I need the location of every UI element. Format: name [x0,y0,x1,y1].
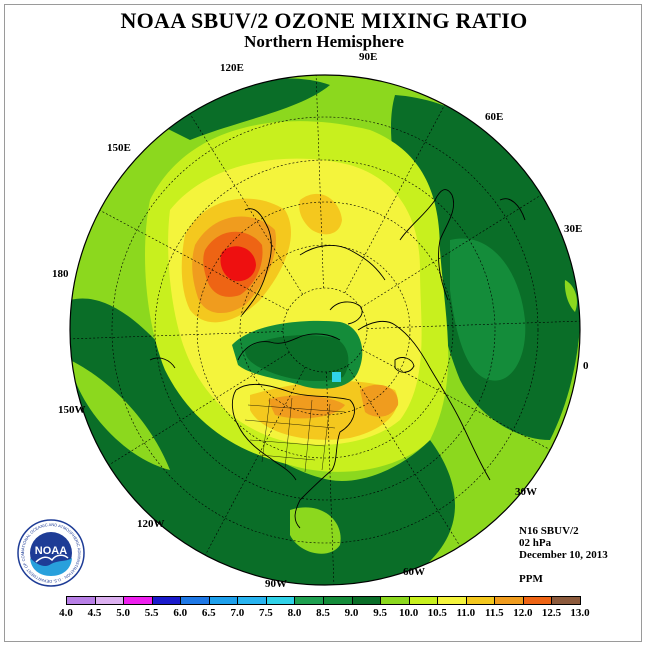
meridian-line [347,365,461,547]
lon-label-90w: 90W [265,578,287,590]
colorbar-tick-label: 8.0 [287,607,302,619]
meridian-line [361,349,551,450]
field-southwest-light [70,360,170,470]
lon-label-60e: 60E [485,111,504,123]
meridian-line [189,113,303,295]
map-title: NOAA SBUV/2 OZONE MIXING RATIO [120,8,528,33]
lon-label-120w: 120W [137,518,165,530]
map-subtitle: Northern Hemisphere [244,32,404,51]
colorbar-tick-label: 11.5 [485,607,504,619]
colorbar-tick-label: 4.0 [59,607,73,619]
colorbar-swatch [494,596,524,605]
colorbar-tick-label: 10.5 [427,607,447,619]
colorbar-tick-label: 9.0 [344,607,359,619]
meridian-line [326,371,335,585]
colorbar-tick-label: 5.0 [116,607,130,619]
meridian-line [70,331,284,340]
lon-label-120e: 120E [220,62,244,74]
level-label: 02 hPa [519,537,552,549]
colorbar-swatch [323,596,353,605]
colorbar-tick-label: 7.0 [230,607,245,619]
field-7.5-spot [332,372,341,382]
colorbar-swatch [465,596,496,605]
colorbar-tick-label: 13.0 [570,607,590,619]
colorbar-tick-label: 12.5 [541,607,562,619]
field-11.0-north [299,193,342,235]
lon-label-90e: 90E [359,51,378,63]
field-edge-light [564,280,577,312]
colorbar-swatch [180,596,210,605]
colorbar-tick-label: 10.0 [399,607,419,619]
colorbar-swatch [151,596,182,605]
colorbar-swatch-top [551,596,581,605]
colorbar-tick-label: 8.5 [316,607,330,619]
instrument-label: N16 SBUV/2 [519,525,579,537]
noaa-logo: NOAA NATIONAL OCEANIC AND ATMOSPHERIC AD… [16,518,85,587]
field-9.0 [245,335,349,382]
colorbar-swatch [351,596,382,605]
lon-label-150w: 150W [58,404,86,416]
meridian-line [108,352,290,466]
meridian-line [315,75,324,289]
field-bottom-light [290,507,341,554]
lon-label-0: 0 [583,360,589,372]
field-east-mid [450,238,526,381]
colorbar-tick-label: 12.0 [513,607,533,619]
coastlines [149,189,526,529]
colorbar-swatch [265,596,296,605]
colorbar-swatch [294,596,324,605]
date-label: December 10, 2013 [519,549,608,561]
meridian-line [344,104,445,294]
meridian-line [205,366,306,556]
meridian-lines [70,75,580,585]
noaa-logo-text: NOAA [35,545,67,557]
us-state-grid [244,397,346,473]
field-11.5-continent [268,395,345,419]
colorbar-swatch [237,596,267,605]
globe-outline [69,74,581,586]
colorbar-tick-label: 5.5 [144,607,159,619]
units-label: PPM [519,573,543,585]
field-upper-dark [150,78,330,140]
lon-label-30e: 30E [564,223,583,235]
lon-label-150e: 150E [107,142,131,154]
field-12.5 [220,246,256,282]
ozone-contour-fields [70,75,580,585]
colorbar-swatch [123,596,153,605]
colorbar-swatch [437,596,467,605]
colorbar-tick-label: 11.0 [456,607,476,619]
colorbar-swatch [94,596,125,605]
colorbar-swatch [66,596,96,605]
graticule [111,116,539,544]
colorbar-tick-label: 7.5 [259,607,273,619]
colorbar-tick-label: 9.5 [373,607,387,619]
lon-label-60w: 60W [403,566,425,578]
lon-label-30w: 30W [515,486,537,498]
colorbar-swatch [522,596,553,605]
colorbar-tick-label: 6.0 [173,607,188,619]
colorbar-tick-label: 6.5 [201,607,216,619]
meridian-line [99,210,289,311]
lon-label-180: 180 [52,268,69,280]
figure-frame [4,4,642,642]
meridian-line [366,320,580,329]
field-11.5-atlantic [360,384,399,417]
colorbar-swatch [208,596,239,605]
colorbar-swatch [380,596,410,605]
colorbar-tick-label: 4.5 [87,607,102,619]
colorbar-swatch [408,596,439,605]
meridian-line [360,194,542,308]
